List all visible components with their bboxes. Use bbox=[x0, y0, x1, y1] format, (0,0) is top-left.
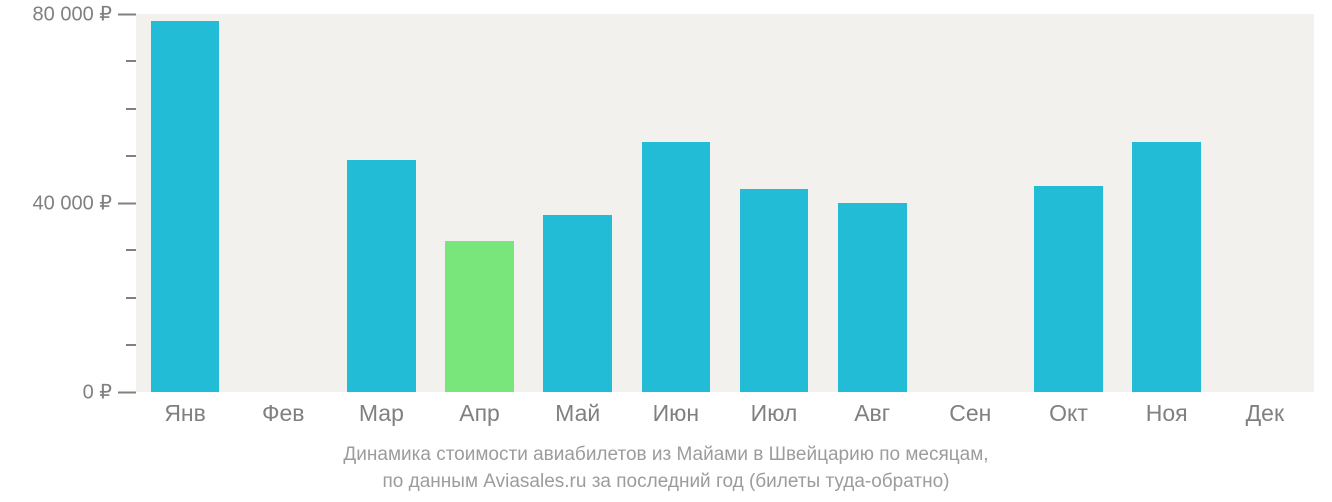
chart-caption: Динамика стоимости авиабилетов из Майами… bbox=[0, 442, 1332, 495]
y-axis-tick-label: 80 000 ₽ bbox=[33, 2, 118, 27]
x-axis-label: Июл bbox=[725, 400, 823, 427]
y-axis-tick: 0 ₽ bbox=[83, 380, 136, 405]
y-axis-tick-mark bbox=[118, 13, 136, 15]
bar bbox=[347, 160, 416, 392]
x-axis-label: Сен bbox=[921, 400, 1019, 427]
x-axis-label: Ноя bbox=[1118, 400, 1216, 427]
plot-area bbox=[136, 14, 1314, 392]
x-axis-label: Апр bbox=[430, 400, 528, 427]
bar-slot bbox=[529, 14, 627, 392]
y-axis-minor-tick bbox=[126, 249, 136, 251]
y-axis-tick-mark bbox=[118, 391, 136, 393]
x-axis-label: Мар bbox=[332, 400, 430, 427]
bar bbox=[543, 215, 612, 392]
bar-slot bbox=[136, 14, 234, 392]
bar-slot bbox=[1118, 14, 1216, 392]
bar bbox=[642, 142, 711, 392]
bar-slot bbox=[1216, 14, 1314, 392]
x-axis-label: Янв bbox=[136, 400, 234, 427]
x-axis-label: Июн bbox=[627, 400, 725, 427]
x-axis-label: Дек bbox=[1216, 400, 1314, 427]
y-axis-minor-tick bbox=[126, 344, 136, 346]
bar-slot bbox=[725, 14, 823, 392]
bar bbox=[151, 21, 220, 392]
bar bbox=[445, 241, 514, 392]
y-axis: 0 ₽40 000 ₽80 000 ₽ bbox=[0, 14, 136, 392]
x-axis-label: Авг bbox=[823, 400, 921, 427]
caption-line-1: Динамика стоимости авиабилетов из Майами… bbox=[343, 444, 988, 465]
y-axis-minor-tick bbox=[126, 108, 136, 110]
bar bbox=[740, 189, 809, 392]
y-axis-tick-mark bbox=[118, 202, 136, 204]
y-axis-minor-tick bbox=[126, 155, 136, 157]
bar-slot bbox=[430, 14, 528, 392]
y-axis-tick-label: 0 ₽ bbox=[83, 380, 118, 405]
y-axis-tick: 80 000 ₽ bbox=[33, 2, 136, 27]
bar-slot bbox=[332, 14, 430, 392]
caption-line-2: по данным Aviasales.ru за последний год … bbox=[0, 469, 1332, 496]
bar bbox=[1034, 186, 1103, 392]
bar bbox=[838, 203, 907, 392]
x-axis-label: Окт bbox=[1019, 400, 1117, 427]
price-by-month-bar-chart: 0 ₽40 000 ₽80 000 ₽ ЯнвФевМарАпрМайИюнИю… bbox=[0, 0, 1332, 502]
y-axis-tick: 40 000 ₽ bbox=[33, 191, 136, 216]
x-axis: ЯнвФевМарАпрМайИюнИюлАвгСенОктНояДек bbox=[136, 400, 1314, 427]
bars-group bbox=[136, 14, 1314, 392]
bar-slot bbox=[921, 14, 1019, 392]
bar-slot bbox=[234, 14, 332, 392]
bar-slot bbox=[1019, 14, 1117, 392]
bar-slot bbox=[823, 14, 921, 392]
x-axis-label: Май bbox=[529, 400, 627, 427]
x-axis-label: Фев bbox=[234, 400, 332, 427]
y-axis-minor-tick bbox=[126, 60, 136, 62]
y-axis-tick-label: 40 000 ₽ bbox=[33, 191, 118, 216]
bar bbox=[1132, 142, 1201, 392]
y-axis-minor-tick bbox=[126, 297, 136, 299]
bar-slot bbox=[627, 14, 725, 392]
